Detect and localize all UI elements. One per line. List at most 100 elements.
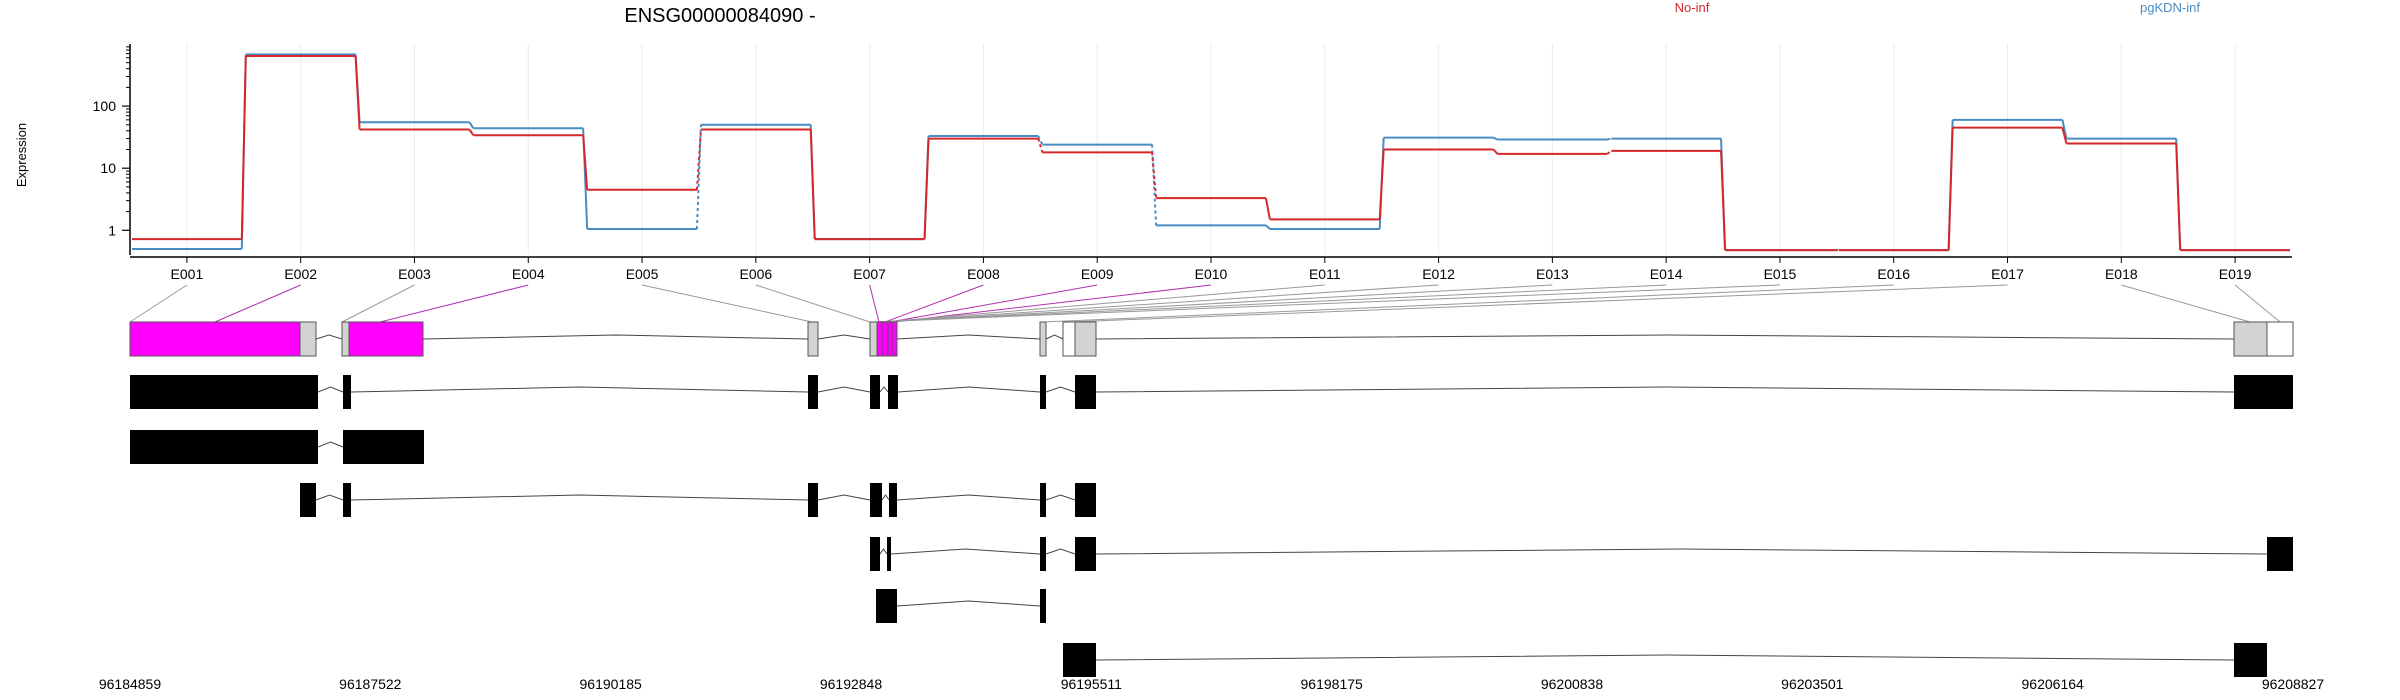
series-connector bbox=[582, 135, 589, 190]
x-tick-label-e002: E002 bbox=[284, 266, 317, 282]
transcript-exon bbox=[870, 483, 882, 517]
transcript-exon bbox=[1063, 643, 1096, 677]
series-connector bbox=[1720, 150, 1727, 251]
exon-link bbox=[877, 284, 1553, 323]
exon-link bbox=[379, 284, 529, 323]
transcript-5 bbox=[876, 589, 1046, 623]
genome-tick-label: 96190185 bbox=[580, 676, 643, 692]
gene-intron bbox=[422, 334, 809, 340]
gene-intron bbox=[1045, 334, 1064, 340]
series-connector bbox=[1493, 136, 1498, 141]
transcript-exon bbox=[1040, 375, 1046, 409]
transcript-exon bbox=[1075, 483, 1096, 517]
genome-tick-label: 96206164 bbox=[2022, 676, 2085, 692]
plot-area bbox=[132, 44, 2290, 255]
x-tick-label-e001: E001 bbox=[171, 266, 204, 282]
transcript-intron bbox=[1045, 386, 1076, 393]
transcript-exon bbox=[889, 483, 897, 517]
gene-intron bbox=[315, 334, 343, 340]
transcript-intron bbox=[896, 494, 1041, 501]
series-connector bbox=[1265, 224, 1271, 230]
exon-link-lines bbox=[129, 284, 2281, 323]
exon-link bbox=[879, 284, 1439, 323]
exon-link bbox=[874, 284, 1667, 323]
transcript-intron bbox=[1095, 654, 2235, 661]
series-connector bbox=[1151, 152, 1158, 199]
x-tick-label-e014: E014 bbox=[1650, 266, 1683, 282]
transcript-intron bbox=[879, 548, 888, 555]
y-axis-label: Expression bbox=[14, 123, 29, 187]
gene-exon-bin bbox=[2233, 321, 2268, 357]
transcript-exon bbox=[2234, 375, 2293, 409]
x-tick-label-e009: E009 bbox=[1081, 266, 1114, 282]
gene-model bbox=[129, 321, 2294, 357]
x-tick-label-e012: E012 bbox=[1422, 266, 1455, 282]
series-connector bbox=[1947, 127, 1954, 251]
transcript-exon bbox=[2267, 537, 2293, 571]
gene-exon-bin bbox=[891, 321, 898, 357]
transcript-4 bbox=[870, 537, 2293, 571]
transcript-exon bbox=[343, 483, 351, 517]
transcript-intron bbox=[350, 494, 809, 501]
series-connector bbox=[695, 124, 702, 230]
transcript-6 bbox=[1063, 643, 2267, 677]
transcript-exon bbox=[343, 430, 424, 464]
exon-link bbox=[884, 284, 984, 323]
x-tick-label-e011: E011 bbox=[1309, 266, 1341, 282]
series-connector bbox=[1607, 137, 1612, 141]
genome-tick-label: 96203501 bbox=[1781, 676, 1844, 692]
genome-tick-label: 96195511 bbox=[1061, 676, 1122, 692]
exon-link bbox=[341, 284, 415, 323]
transcript-exon bbox=[808, 483, 818, 517]
transcript-exon bbox=[808, 375, 818, 409]
transcript-intron bbox=[317, 386, 344, 393]
y-axis: 1 10 100 bbox=[93, 44, 131, 255]
genome-coordinate-axis: 96184859 96187522 96190185 96192848 96195511… bbox=[99, 676, 2325, 692]
transcript-intron bbox=[317, 441, 344, 448]
transcript-tracks bbox=[130, 375, 2293, 677]
gene-exon-bin bbox=[807, 321, 819, 357]
series-connector bbox=[468, 121, 475, 129]
exon-link bbox=[641, 284, 813, 323]
series-connector bbox=[1492, 148, 1499, 155]
x-tick-label-e010: E010 bbox=[1195, 266, 1228, 282]
x-tick-label-e019: E019 bbox=[2219, 266, 2252, 282]
transcript-intron bbox=[890, 548, 1041, 555]
series-connector bbox=[1606, 150, 1612, 155]
transcript-exon bbox=[888, 375, 898, 409]
series-connector bbox=[1264, 197, 1271, 220]
gene-exon-bin bbox=[887, 321, 893, 357]
x-tick-label-e004: E004 bbox=[512, 266, 545, 282]
genome-tick-label: 96198175 bbox=[1301, 676, 1364, 692]
transcript-exon bbox=[1040, 589, 1046, 623]
transcript-intron bbox=[1045, 494, 1076, 501]
exon-link bbox=[893, 284, 1212, 323]
chart-title: ENSG00000084090 - bbox=[624, 5, 815, 27]
gene-exon-bin bbox=[1062, 321, 1076, 357]
transcript-exon bbox=[2234, 643, 2267, 677]
exon-link bbox=[214, 284, 301, 323]
transcript-intron bbox=[881, 494, 890, 501]
series-no-inf bbox=[132, 55, 2290, 252]
gene-intron bbox=[1095, 334, 2235, 340]
x-tick-label-e008: E008 bbox=[967, 266, 1000, 282]
legend-label-no-inf: No-inf bbox=[1675, 0, 1710, 15]
series-connector bbox=[354, 55, 361, 130]
series-connector bbox=[923, 138, 930, 240]
transcript-intron bbox=[897, 386, 1041, 393]
exon-link bbox=[1068, 284, 2008, 323]
gene-exon-bin bbox=[881, 321, 889, 357]
series-connector bbox=[809, 129, 816, 240]
transcript-exon bbox=[1075, 537, 1096, 571]
exon-link bbox=[881, 284, 1325, 323]
transcript-intron bbox=[817, 386, 871, 393]
transcript-exon bbox=[1040, 483, 1046, 517]
x-tick-label-e007: E007 bbox=[853, 266, 886, 282]
exon-link bbox=[129, 284, 188, 323]
genome-tick-label: 96208827 bbox=[2262, 676, 2325, 692]
y-tick-label: 10 bbox=[100, 160, 116, 176]
transcript-intron bbox=[1095, 386, 2235, 393]
gene-exon-bin bbox=[2266, 321, 2294, 357]
transcript-exon bbox=[887, 537, 891, 571]
